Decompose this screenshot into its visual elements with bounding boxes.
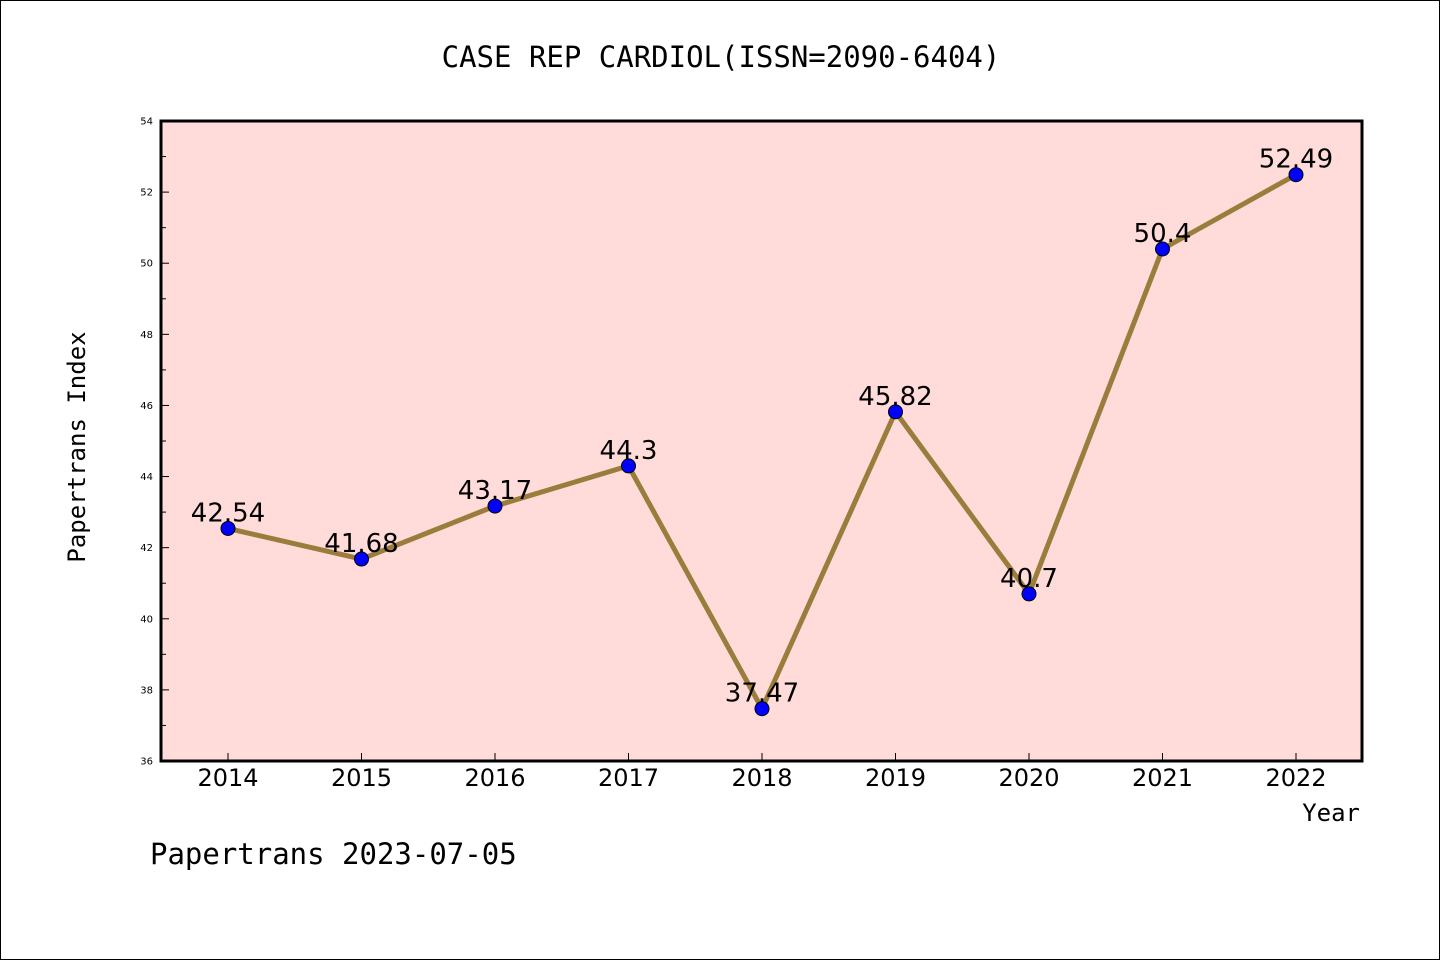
y-tick-label: 42	[140, 543, 153, 554]
y-tick-label: 46	[140, 401, 153, 412]
y-tick-label: 54	[140, 117, 153, 128]
data-label: 37.47	[725, 679, 799, 709]
y-tick-label: 50	[140, 259, 153, 270]
y-tick-label: 38	[140, 685, 153, 696]
x-tick-label: 2021	[1132, 764, 1193, 792]
data-point	[1155, 241, 1170, 257]
y-tick-label: 36	[140, 757, 153, 768]
data-label: 41.68	[324, 529, 398, 559]
x-tick-label: 2022	[1265, 764, 1326, 792]
data-point	[754, 701, 770, 717]
data-point	[487, 498, 503, 514]
data-label: 45.82	[858, 382, 932, 412]
x-axis-label: Year	[1302, 799, 1360, 827]
y-tick-label: 40	[140, 614, 153, 625]
data-label: 44.3	[600, 436, 658, 466]
footer-credit: Papertrans 2023-07-05	[150, 837, 517, 871]
data-point	[1288, 167, 1304, 183]
chart-title: CASE REP CARDIOL(ISSN=2090-6404)	[442, 40, 1001, 74]
data-point	[220, 520, 236, 536]
x-tick-label: 2018	[731, 764, 792, 792]
y-tick-label: 52	[140, 188, 153, 199]
data-point	[354, 551, 369, 567]
x-tick-label: 2014	[197, 764, 258, 792]
data-label: 52.49	[1259, 145, 1333, 175]
data-label: 42.54	[191, 498, 265, 528]
data-point	[1021, 586, 1037, 602]
series-line-group	[220, 167, 1304, 717]
y-axis: 36 38 40 42 44 46 48 50 52 54	[140, 117, 169, 768]
x-tick-label: 2017	[598, 764, 659, 792]
plot-area	[159, 119, 1364, 763]
x-tick-label: 2015	[331, 764, 392, 792]
x-tick-label: 2016	[464, 764, 525, 792]
data-label-group: 42.54 41.68 43.17 44.3 37.47 45.82 40.7 50.4 52.…	[191, 145, 1333, 709]
x-axis: 2014 2015 2016 2017 2018 2019 2020 2021 2022	[197, 753, 1327, 792]
x-tick-label: 2020	[998, 764, 1059, 792]
data-label: 40.7	[1000, 564, 1058, 594]
y-axis-label: Papertrans Index	[63, 331, 91, 562]
data-point	[888, 404, 903, 420]
data-point	[621, 458, 636, 474]
y-tick-label: 44	[140, 472, 153, 483]
y-tick-label: 48	[140, 330, 153, 341]
data-label: 50.4	[1134, 219, 1192, 249]
data-label: 43.17	[458, 476, 532, 506]
x-tick-label: 2019	[865, 764, 926, 792]
